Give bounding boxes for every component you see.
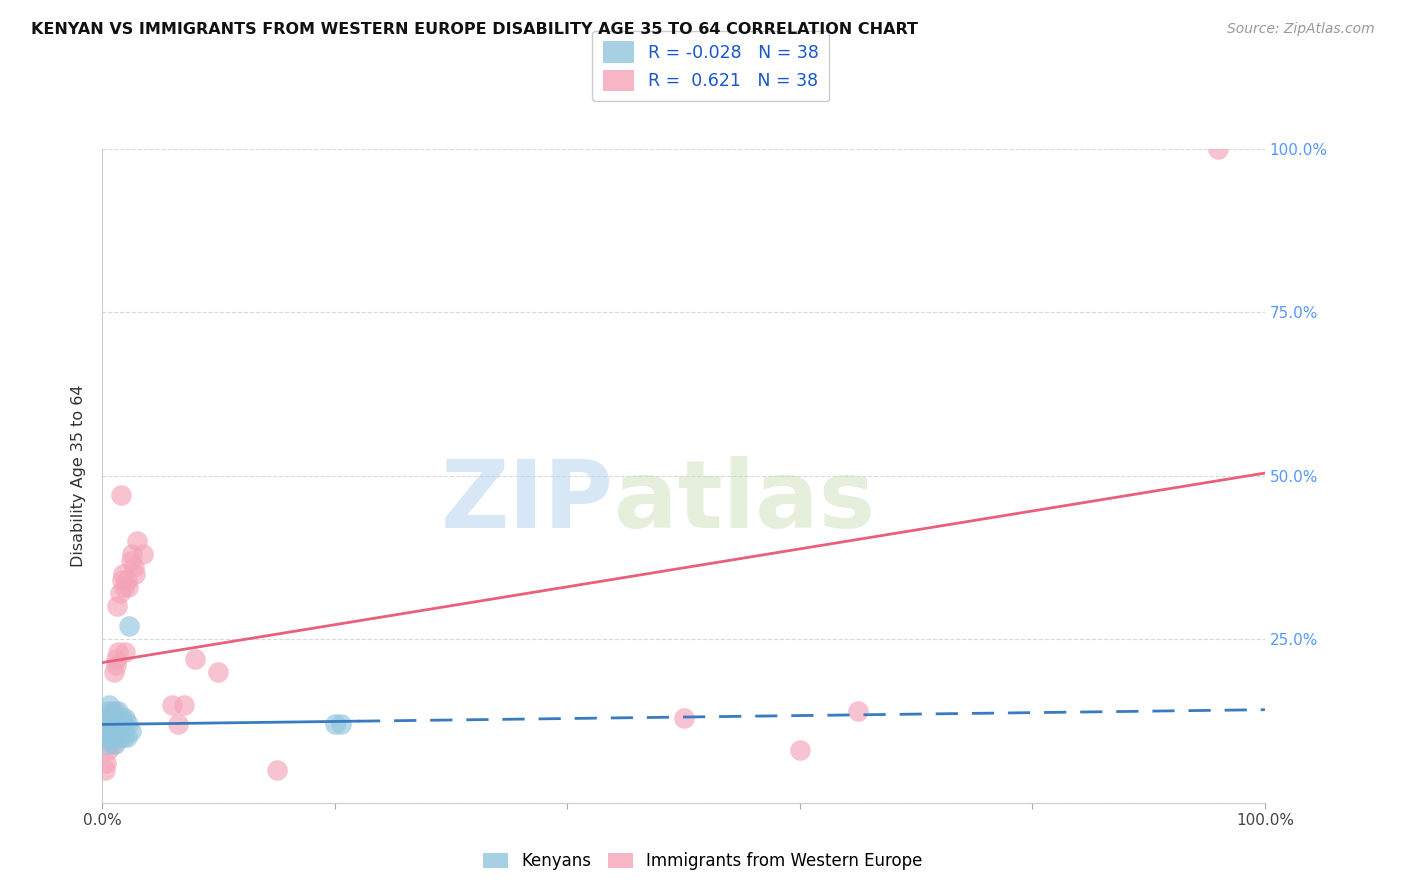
Point <box>94 723 117 738</box>
Legend: R = -0.028   N = 38, R =  0.621   N = 38: R = -0.028 N = 38, R = 0.621 N = 38 <box>592 31 830 101</box>
Point <box>127 534 149 549</box>
Text: KENYAN VS IMMIGRANTS FROM WESTERN EUROPE DISABILITY AGE 35 TO 64 CORRELATION CHA: KENYAN VS IMMIGRANTS FROM WESTERN EUROPE… <box>31 22 918 37</box>
Point <box>112 717 135 731</box>
Point <box>101 717 124 731</box>
Point <box>108 717 131 731</box>
Point <box>105 723 128 738</box>
Point <box>105 652 128 666</box>
Point <box>107 645 129 659</box>
Point <box>101 737 124 751</box>
Point <box>100 730 122 744</box>
Point <box>97 710 120 724</box>
Point <box>323 717 346 731</box>
Point <box>103 665 125 679</box>
Point <box>93 717 115 731</box>
Point <box>120 723 142 738</box>
Point <box>105 710 128 724</box>
Point <box>114 645 136 659</box>
Point <box>160 698 183 712</box>
Point <box>846 704 869 718</box>
Point <box>207 665 229 679</box>
Point <box>103 723 125 738</box>
Point <box>94 756 117 771</box>
Point <box>111 574 134 588</box>
Point <box>98 723 121 738</box>
Point <box>96 730 118 744</box>
Point <box>97 723 120 738</box>
Point <box>104 737 127 751</box>
Point <box>115 730 138 744</box>
Point <box>114 710 136 724</box>
Point <box>112 566 135 581</box>
Point <box>98 730 121 744</box>
Point <box>94 710 117 724</box>
Point <box>93 730 115 744</box>
Point <box>104 730 127 744</box>
Point <box>329 717 352 731</box>
Point <box>98 723 121 738</box>
Point <box>120 554 142 568</box>
Point <box>132 547 155 561</box>
Point <box>672 710 695 724</box>
Point <box>103 710 125 724</box>
Point <box>121 547 143 561</box>
Text: Source: ZipAtlas.com: Source: ZipAtlas.com <box>1227 22 1375 37</box>
Point <box>100 704 122 718</box>
Point <box>110 723 132 738</box>
Point <box>112 580 135 594</box>
Point <box>184 652 207 666</box>
Point <box>117 717 139 731</box>
Point <box>98 698 121 712</box>
Point <box>93 763 115 777</box>
Point <box>122 560 145 574</box>
Point <box>105 599 128 614</box>
Point <box>166 717 188 731</box>
Point <box>1208 142 1230 156</box>
Point <box>111 710 134 724</box>
Y-axis label: Disability Age 35 to 64: Disability Age 35 to 64 <box>72 384 86 567</box>
Point <box>104 704 127 718</box>
Point <box>100 730 122 744</box>
Point <box>105 730 128 744</box>
Point <box>110 488 132 502</box>
Point <box>124 566 146 581</box>
Point <box>789 743 811 757</box>
Point <box>98 710 121 724</box>
Text: atlas: atlas <box>614 456 875 548</box>
Point <box>117 580 139 594</box>
Point <box>98 717 121 731</box>
Point <box>107 704 129 718</box>
Legend: Kenyans, Immigrants from Western Europe: Kenyans, Immigrants from Western Europe <box>477 846 929 877</box>
Point <box>96 704 118 718</box>
Point <box>108 586 131 600</box>
Point <box>173 698 195 712</box>
Point <box>101 730 124 744</box>
Point <box>96 737 118 751</box>
Point <box>105 658 128 673</box>
Point <box>108 730 131 744</box>
Text: ZIP: ZIP <box>441 456 614 548</box>
Point <box>266 763 288 777</box>
Point <box>112 730 135 744</box>
Point <box>115 574 138 588</box>
Point <box>118 619 141 633</box>
Point <box>98 717 121 731</box>
Point <box>97 743 120 757</box>
